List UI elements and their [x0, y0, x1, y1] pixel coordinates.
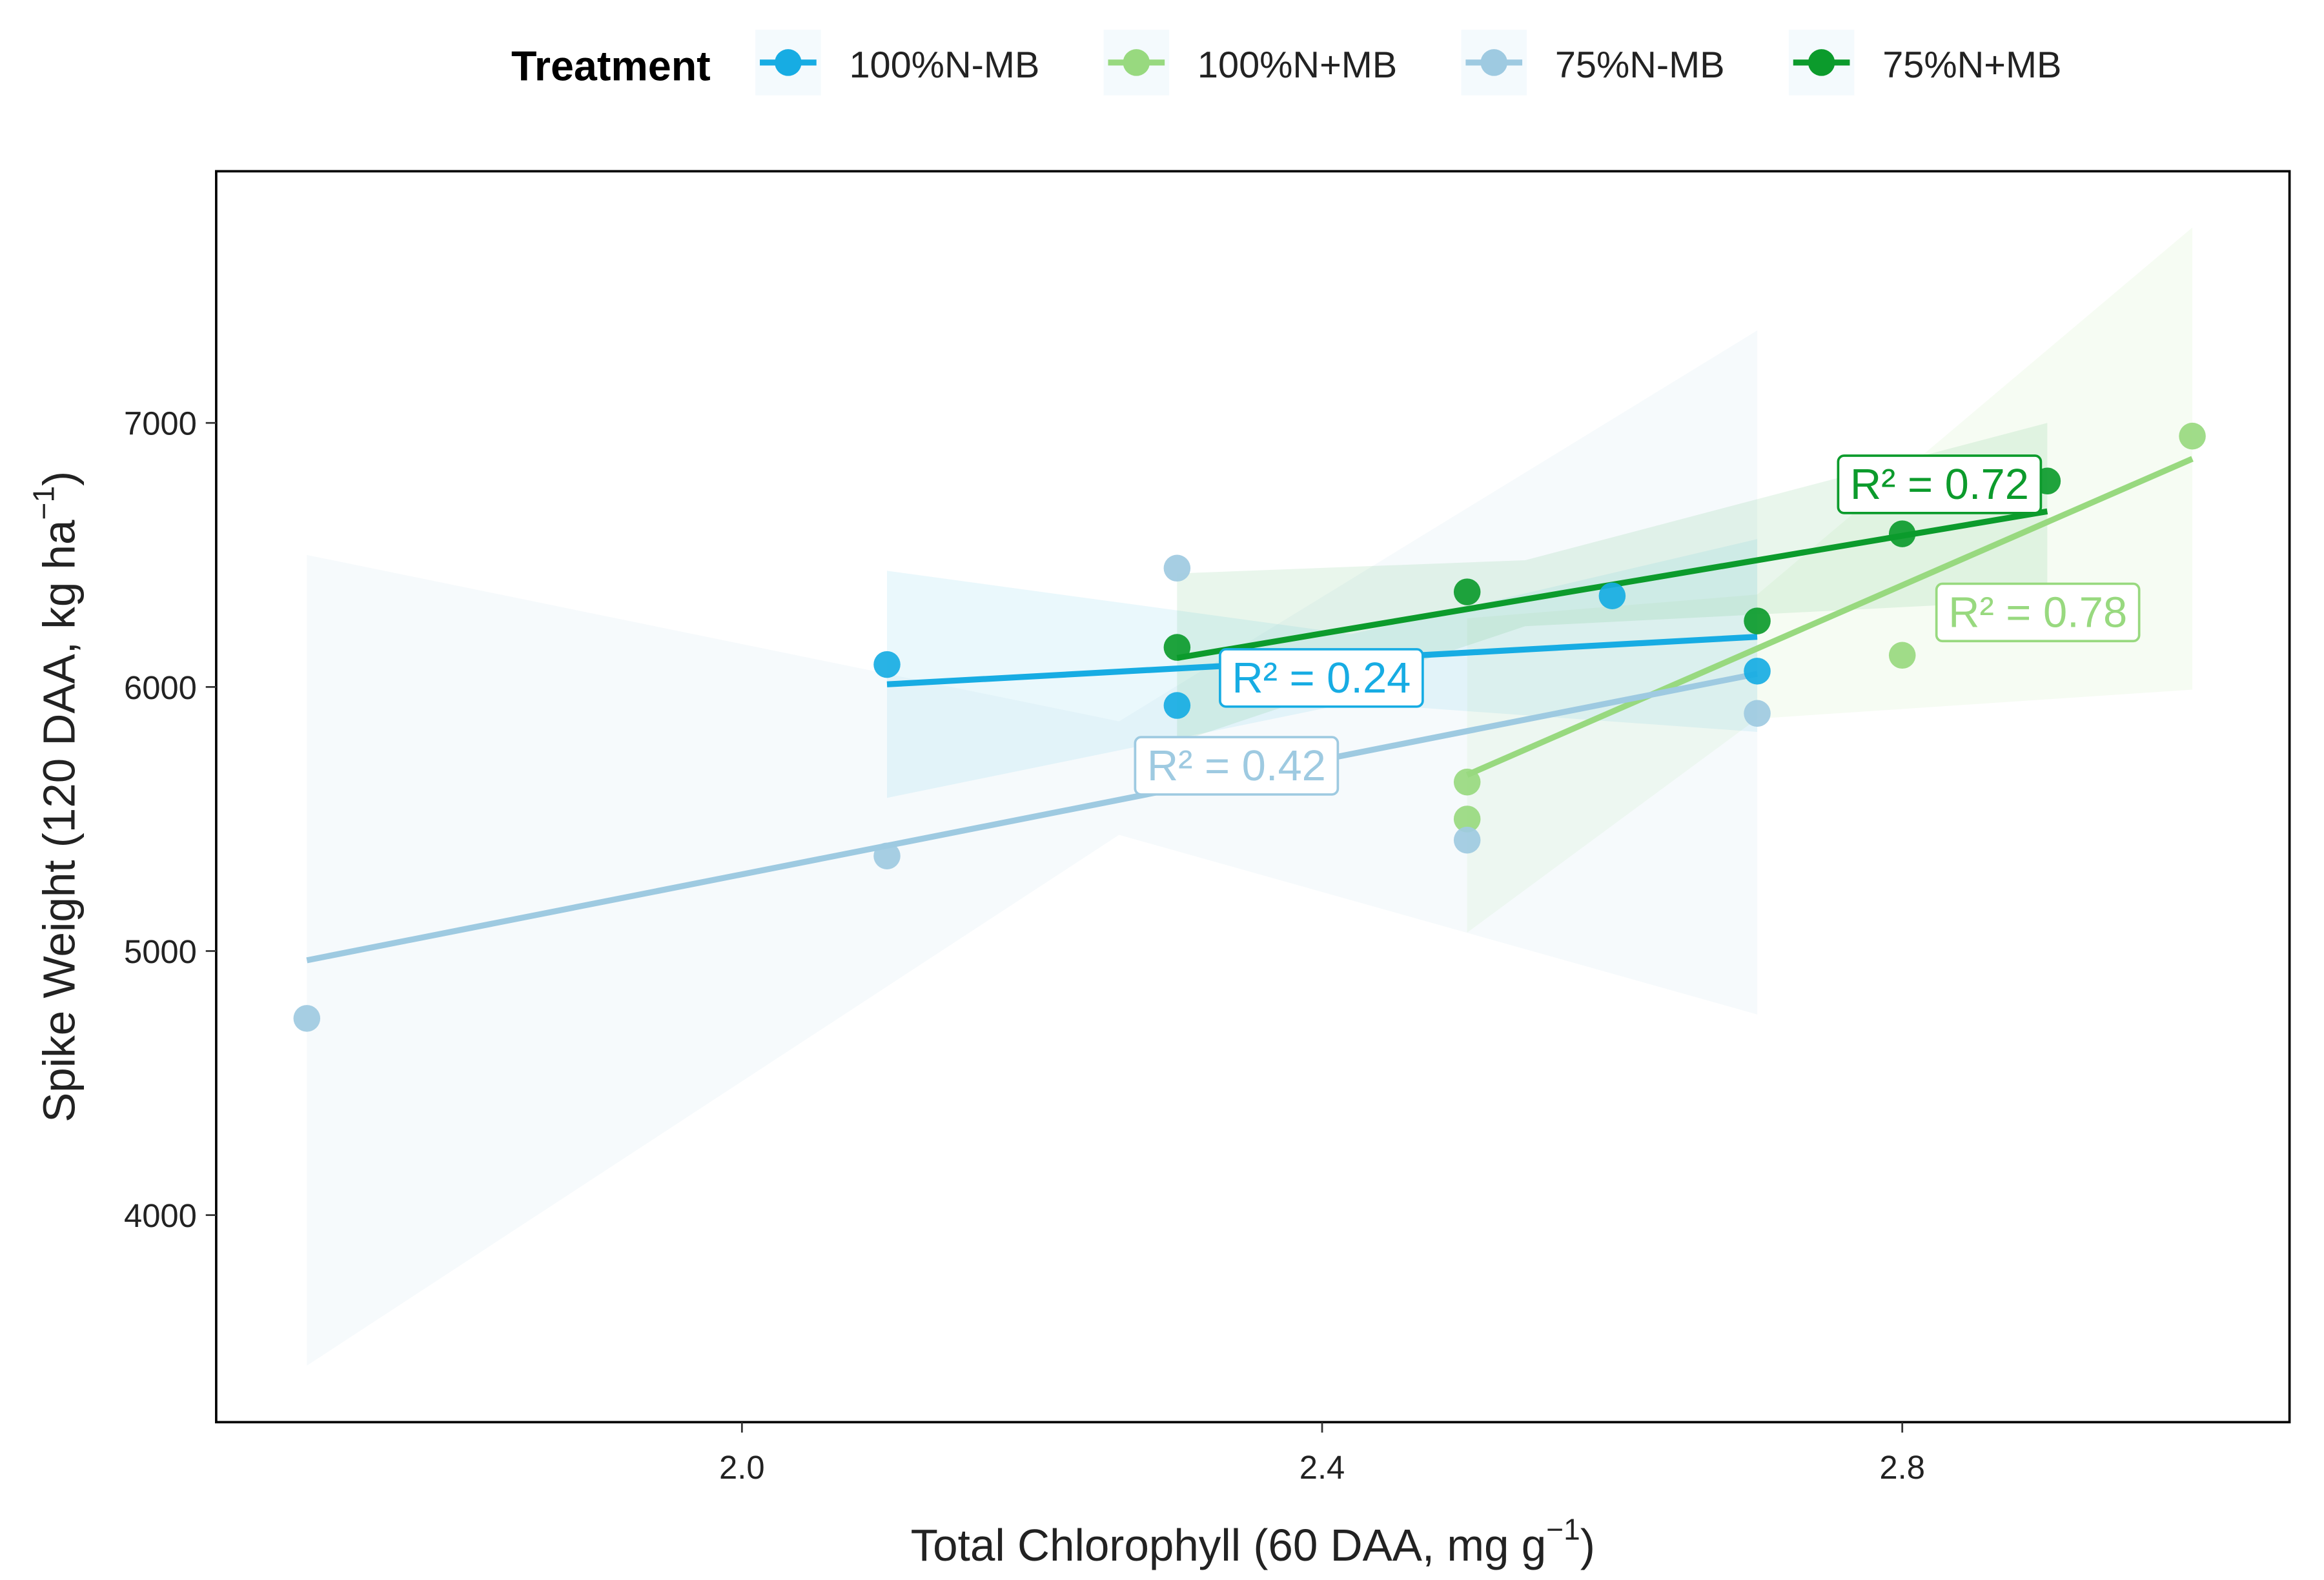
legend-key-point: [1808, 49, 1835, 76]
point: [1453, 805, 1481, 833]
r2-label: R² = 0.24: [1232, 654, 1411, 702]
legend-label: 75%N-MB: [1555, 45, 1725, 86]
legend-key-point: [1123, 49, 1150, 76]
legend-key-point: [1480, 49, 1508, 76]
fit-line: [1465, 456, 2194, 778]
y-tick-label: 6000: [124, 669, 197, 706]
point: [1744, 658, 1771, 685]
r2-label-box: [1935, 582, 2141, 643]
x-axis-label-text: Total Chlorophyll (60 DAA, mg g: [911, 1520, 1547, 1570]
confidence-band: [307, 330, 1758, 1366]
x-tick-label: 2.4: [1300, 1449, 1345, 1486]
y-axis-label-close: ): [34, 471, 85, 486]
x-axis-label-close: ): [1580, 1520, 1595, 1570]
legend-label: 100%N-MB: [849, 45, 1039, 86]
point: [1163, 634, 1191, 661]
point: [293, 1005, 321, 1032]
plot-border: [215, 170, 2291, 1424]
point: [1744, 607, 1771, 634]
legend-label: 100%N+MB: [1198, 45, 1397, 86]
y-tick-label: 7000: [124, 405, 197, 442]
r2-label: R² = 0.78: [1948, 588, 2127, 636]
point: [1888, 520, 1916, 547]
fit-line: [306, 671, 1758, 964]
point: [1453, 768, 1481, 796]
legend-title: Treatment: [511, 43, 711, 90]
confidence-band: [1467, 227, 2193, 933]
point: [1453, 578, 1481, 605]
r2-label-box: [1134, 736, 1340, 796]
y-axis-label-superscript: −1: [26, 486, 60, 520]
r2-label-box: [1837, 454, 2043, 514]
point: [873, 651, 901, 678]
r2-label-box: [1219, 648, 1424, 708]
r2-label: R² = 0.72: [1850, 460, 2029, 509]
r2-label: R² = 0.42: [1147, 742, 1326, 790]
y-axis-label: Spike Weight (120 DAA, kg ha−1): [26, 471, 84, 1122]
point: [1744, 700, 1771, 727]
point: [1453, 826, 1481, 854]
legend-label: 75%N+MB: [1882, 45, 2061, 86]
x-tick-label: 2.8: [1879, 1449, 1925, 1486]
x-tick-label: 2.0: [719, 1449, 765, 1486]
point: [2179, 422, 2206, 450]
point: [873, 842, 901, 869]
point: [1598, 582, 1626, 609]
x-axis-label: Total Chlorophyll (60 DAA, mg g−1): [911, 1513, 1595, 1570]
point: [1888, 642, 1916, 669]
point: [1163, 692, 1191, 719]
x-axis-label-superscript: −1: [1546, 1513, 1580, 1546]
y-tick-label: 5000: [124, 933, 197, 970]
y-axis-label-text: Spike Weight (120 DAA, kg ha: [34, 520, 85, 1122]
y-tick-label: 4000: [124, 1197, 197, 1234]
legend-key-point: [775, 49, 802, 76]
point: [1163, 554, 1191, 582]
